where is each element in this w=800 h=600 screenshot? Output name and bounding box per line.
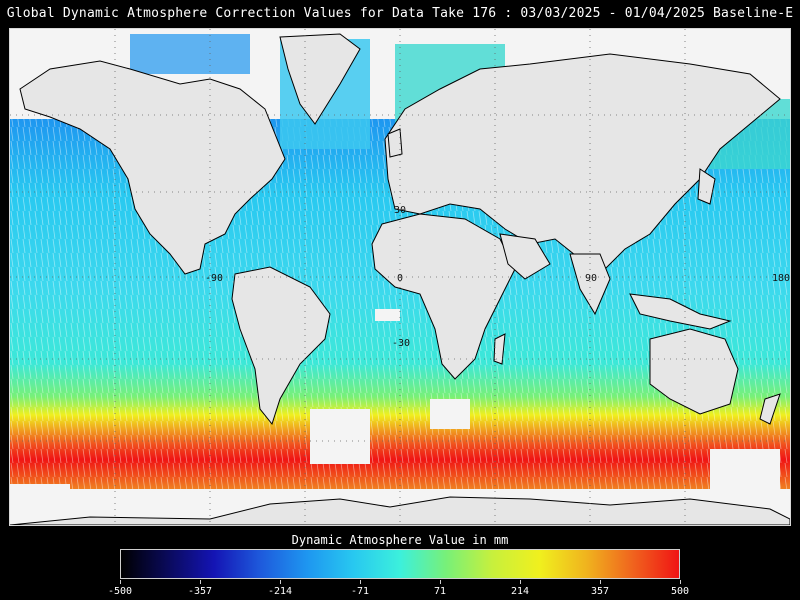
land-south-america — [231, 266, 331, 426]
lat-label-minus30: -30 — [392, 338, 410, 349]
gap-1 — [10, 484, 70, 525]
gap-2 — [310, 409, 370, 464]
colorbar-tick-label: -214 — [267, 586, 293, 597]
land-madagascar — [493, 333, 506, 365]
land-indonesia — [629, 293, 732, 330]
colorbar-tick-mark — [520, 580, 521, 584]
land-masses — [10, 33, 790, 525]
land-antarctica — [10, 496, 790, 525]
colorbar-tick-label: -357 — [187, 586, 213, 597]
map-canvas: -90 0 90 180 30 -30 — [10, 29, 790, 525]
colorbar-tick-mark — [680, 580, 681, 584]
gap-4 — [710, 449, 780, 489]
land-new-zealand — [759, 393, 781, 425]
land-arabia — [499, 233, 551, 280]
figure-title: Global Dynamic Atmosphere Correction Val… — [6, 6, 794, 21]
colorbar-tick-mark — [600, 580, 601, 584]
graticule — [10, 29, 790, 525]
colorbar-tick-label: -71 — [350, 586, 370, 597]
land-north-america — [19, 60, 286, 275]
land-africa — [371, 213, 516, 380]
colorbar-tick-mark — [280, 580, 281, 584]
lon-label-90: 90 — [585, 273, 597, 284]
colorbar-tick-mark — [200, 580, 201, 584]
land-australia — [649, 328, 739, 415]
land-india — [569, 253, 611, 316]
colorbar-tick-mark — [120, 580, 121, 584]
colorbar-tick-label: 357 — [590, 586, 610, 597]
land-uk — [387, 128, 403, 158]
gap-3 — [430, 399, 470, 429]
colorbar-tick-mark — [360, 580, 361, 584]
lat-label-30: 30 — [394, 205, 406, 216]
colorbar-title: Dynamic Atmosphere Value in mm — [291, 533, 509, 547]
lon-label-0: 0 — [397, 273, 403, 284]
colorbar-tick-label: 71 — [433, 586, 447, 597]
colorbar — [120, 549, 680, 579]
colorbar-ticks: -500 -357 -214 -71 71 214 357 500 — [108, 580, 689, 598]
colorbar-tick-label: -500 — [107, 586, 133, 597]
gap-5 — [375, 309, 400, 321]
land-japan — [697, 168, 716, 205]
colorbar-tick-label: 214 — [510, 586, 530, 597]
lon-label-180: 180 — [772, 273, 790, 284]
land-greenland — [279, 33, 361, 125]
colorbar-tick-label: 500 — [670, 586, 690, 597]
lon-label-minus90: -90 — [205, 273, 223, 284]
colorbar-tick-mark — [440, 580, 441, 584]
arctic-coverage — [130, 34, 250, 74]
land-eurasia — [384, 53, 781, 275]
world-map: -90 0 90 180 30 -30 — [9, 28, 791, 526]
